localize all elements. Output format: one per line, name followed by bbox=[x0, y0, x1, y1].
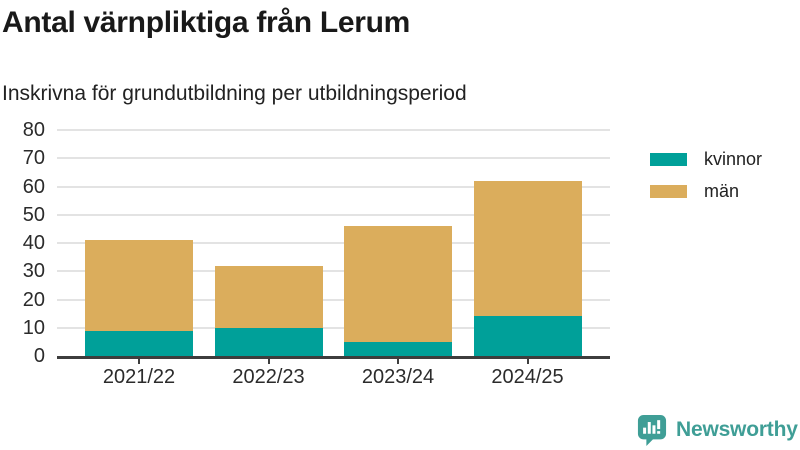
legend-item-män: män bbox=[650, 181, 762, 202]
x-axis-tick-label: 2021/22 bbox=[102, 366, 176, 388]
x-axis-tick-label: 2022/23 bbox=[232, 366, 305, 388]
x-axis-tick bbox=[267, 358, 270, 364]
newsworthy-logo-text: Newsworthy bbox=[676, 418, 798, 441]
bar-segment-kvinnor bbox=[85, 330, 193, 356]
bar-segment-kvinnor bbox=[214, 327, 323, 356]
bar-segment-män bbox=[85, 240, 193, 331]
x-axis-tick-label: 2023/24 bbox=[361, 366, 435, 388]
bar-chart-speech-bubble-icon bbox=[637, 415, 667, 446]
gridline bbox=[57, 185, 610, 188]
gridline bbox=[57, 270, 610, 273]
bar-segment-män bbox=[344, 226, 452, 342]
gridline bbox=[57, 242, 610, 244]
gridline bbox=[57, 326, 610, 329]
chart-title: Antal värnpliktiga från Lerum bbox=[2, 6, 411, 39]
x-axis-tick bbox=[397, 358, 399, 364]
bar-segment-män bbox=[214, 265, 323, 328]
x-axis-tick bbox=[526, 358, 529, 364]
legend-label: kvinnor bbox=[704, 149, 763, 169]
gridline bbox=[57, 129, 610, 131]
x-axis-line bbox=[57, 356, 610, 359]
legend-swatch-män bbox=[650, 185, 687, 198]
bar-segment-kvinnor bbox=[344, 341, 452, 356]
x-axis-tick bbox=[138, 358, 140, 364]
x-axis-tick-label: 2024/25 bbox=[491, 366, 564, 388]
y-axis-tick-label: 50 bbox=[22, 203, 45, 226]
gridline bbox=[57, 157, 610, 160]
y-axis-tick-label: 40 bbox=[22, 232, 45, 254]
legend: kvinnor män bbox=[650, 149, 762, 202]
legend-item-kvinnor: kvinnor bbox=[650, 149, 762, 170]
y-axis-tick-label: 0 bbox=[33, 345, 45, 367]
y-axis-tick-label: 10 bbox=[22, 316, 45, 339]
newsworthy-logo: Newsworthy bbox=[637, 414, 798, 446]
y-axis-tick-label: 70 bbox=[22, 147, 45, 170]
legend-swatch-kvinnor bbox=[650, 153, 687, 166]
y-axis-tick-label: 20 bbox=[22, 288, 45, 311]
y-axis-tick-label: 60 bbox=[22, 175, 45, 198]
gridline bbox=[57, 213, 610, 216]
bar-segment-män bbox=[473, 180, 582, 317]
chart-subtitle: Inskrivna för grundutbildning per utbild… bbox=[2, 82, 467, 105]
y-axis-tick-label: 80 bbox=[22, 119, 45, 141]
bar-segment-kvinnor bbox=[473, 316, 582, 356]
legend-label: män bbox=[704, 181, 740, 201]
gridline bbox=[57, 298, 610, 301]
y-axis-tick-label: 30 bbox=[22, 260, 45, 283]
